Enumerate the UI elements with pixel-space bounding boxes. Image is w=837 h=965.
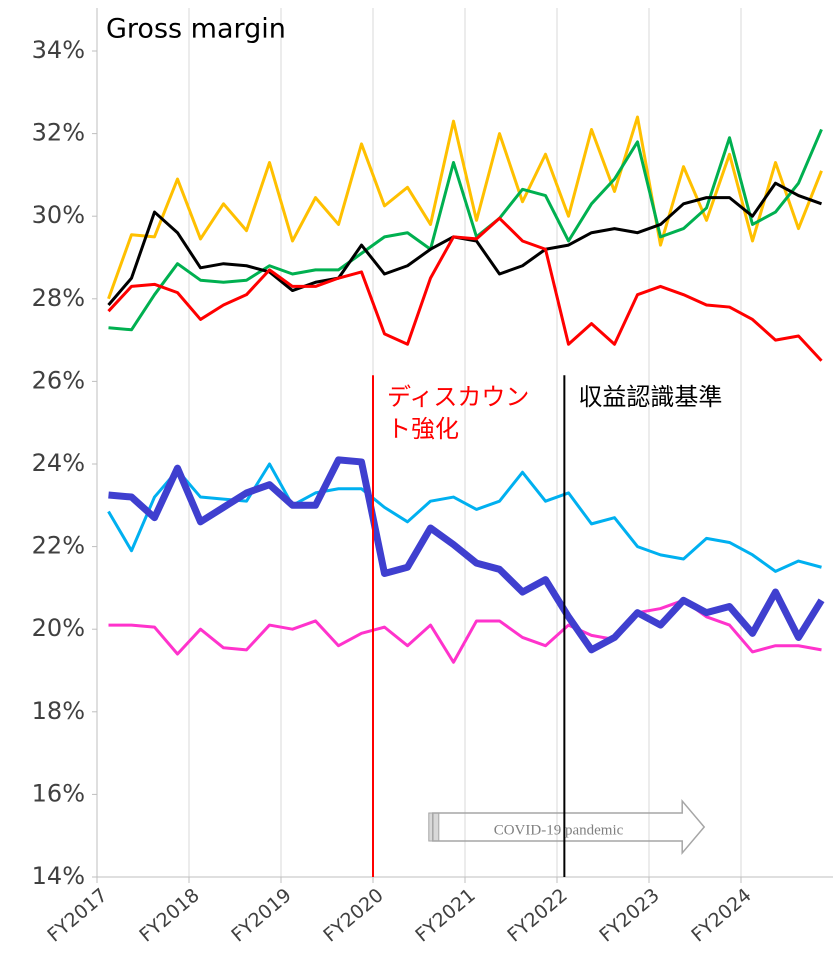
series-line [108, 128, 823, 332]
series-line [107, 216, 823, 362]
series-line [107, 462, 822, 573]
annotation-label: ディスカウント強化 [387, 383, 530, 444]
x-tick-label: FY2018 [135, 884, 203, 946]
y-tick-label: 28% [32, 284, 85, 312]
x-tick-label: FY2020 [319, 884, 387, 946]
y-tick-label: 26% [32, 366, 85, 394]
y-tick-label: 22% [32, 532, 85, 560]
y-tick-label: 20% [32, 614, 85, 642]
x-tick-label: FY2022 [503, 884, 571, 946]
x-tick-label: FY2017 [43, 884, 111, 946]
y-tick-label: 32% [32, 119, 85, 147]
span-tail [428, 812, 440, 842]
y-tick-label: 14% [32, 862, 85, 890]
chart-title: Gross margin [106, 14, 286, 45]
y-tick-label: 18% [32, 697, 85, 725]
x-tick-label: FY2019 [227, 884, 295, 946]
span-arrow [432, 798, 706, 856]
x-tick-label: FY2023 [595, 884, 663, 946]
y-tick-label: 34% [32, 36, 85, 64]
annotation-label: 収益認識基準 [578, 383, 723, 412]
y-tick-label: 16% [32, 779, 85, 807]
y-tick-label: 30% [32, 201, 85, 229]
x-tick-label: FY2021 [411, 884, 479, 946]
y-tick-label: 24% [32, 449, 85, 477]
series-line [108, 456, 825, 654]
span-label: COVID-19 pandemic [494, 822, 624, 838]
x-tick-label: FY2024 [687, 884, 755, 946]
